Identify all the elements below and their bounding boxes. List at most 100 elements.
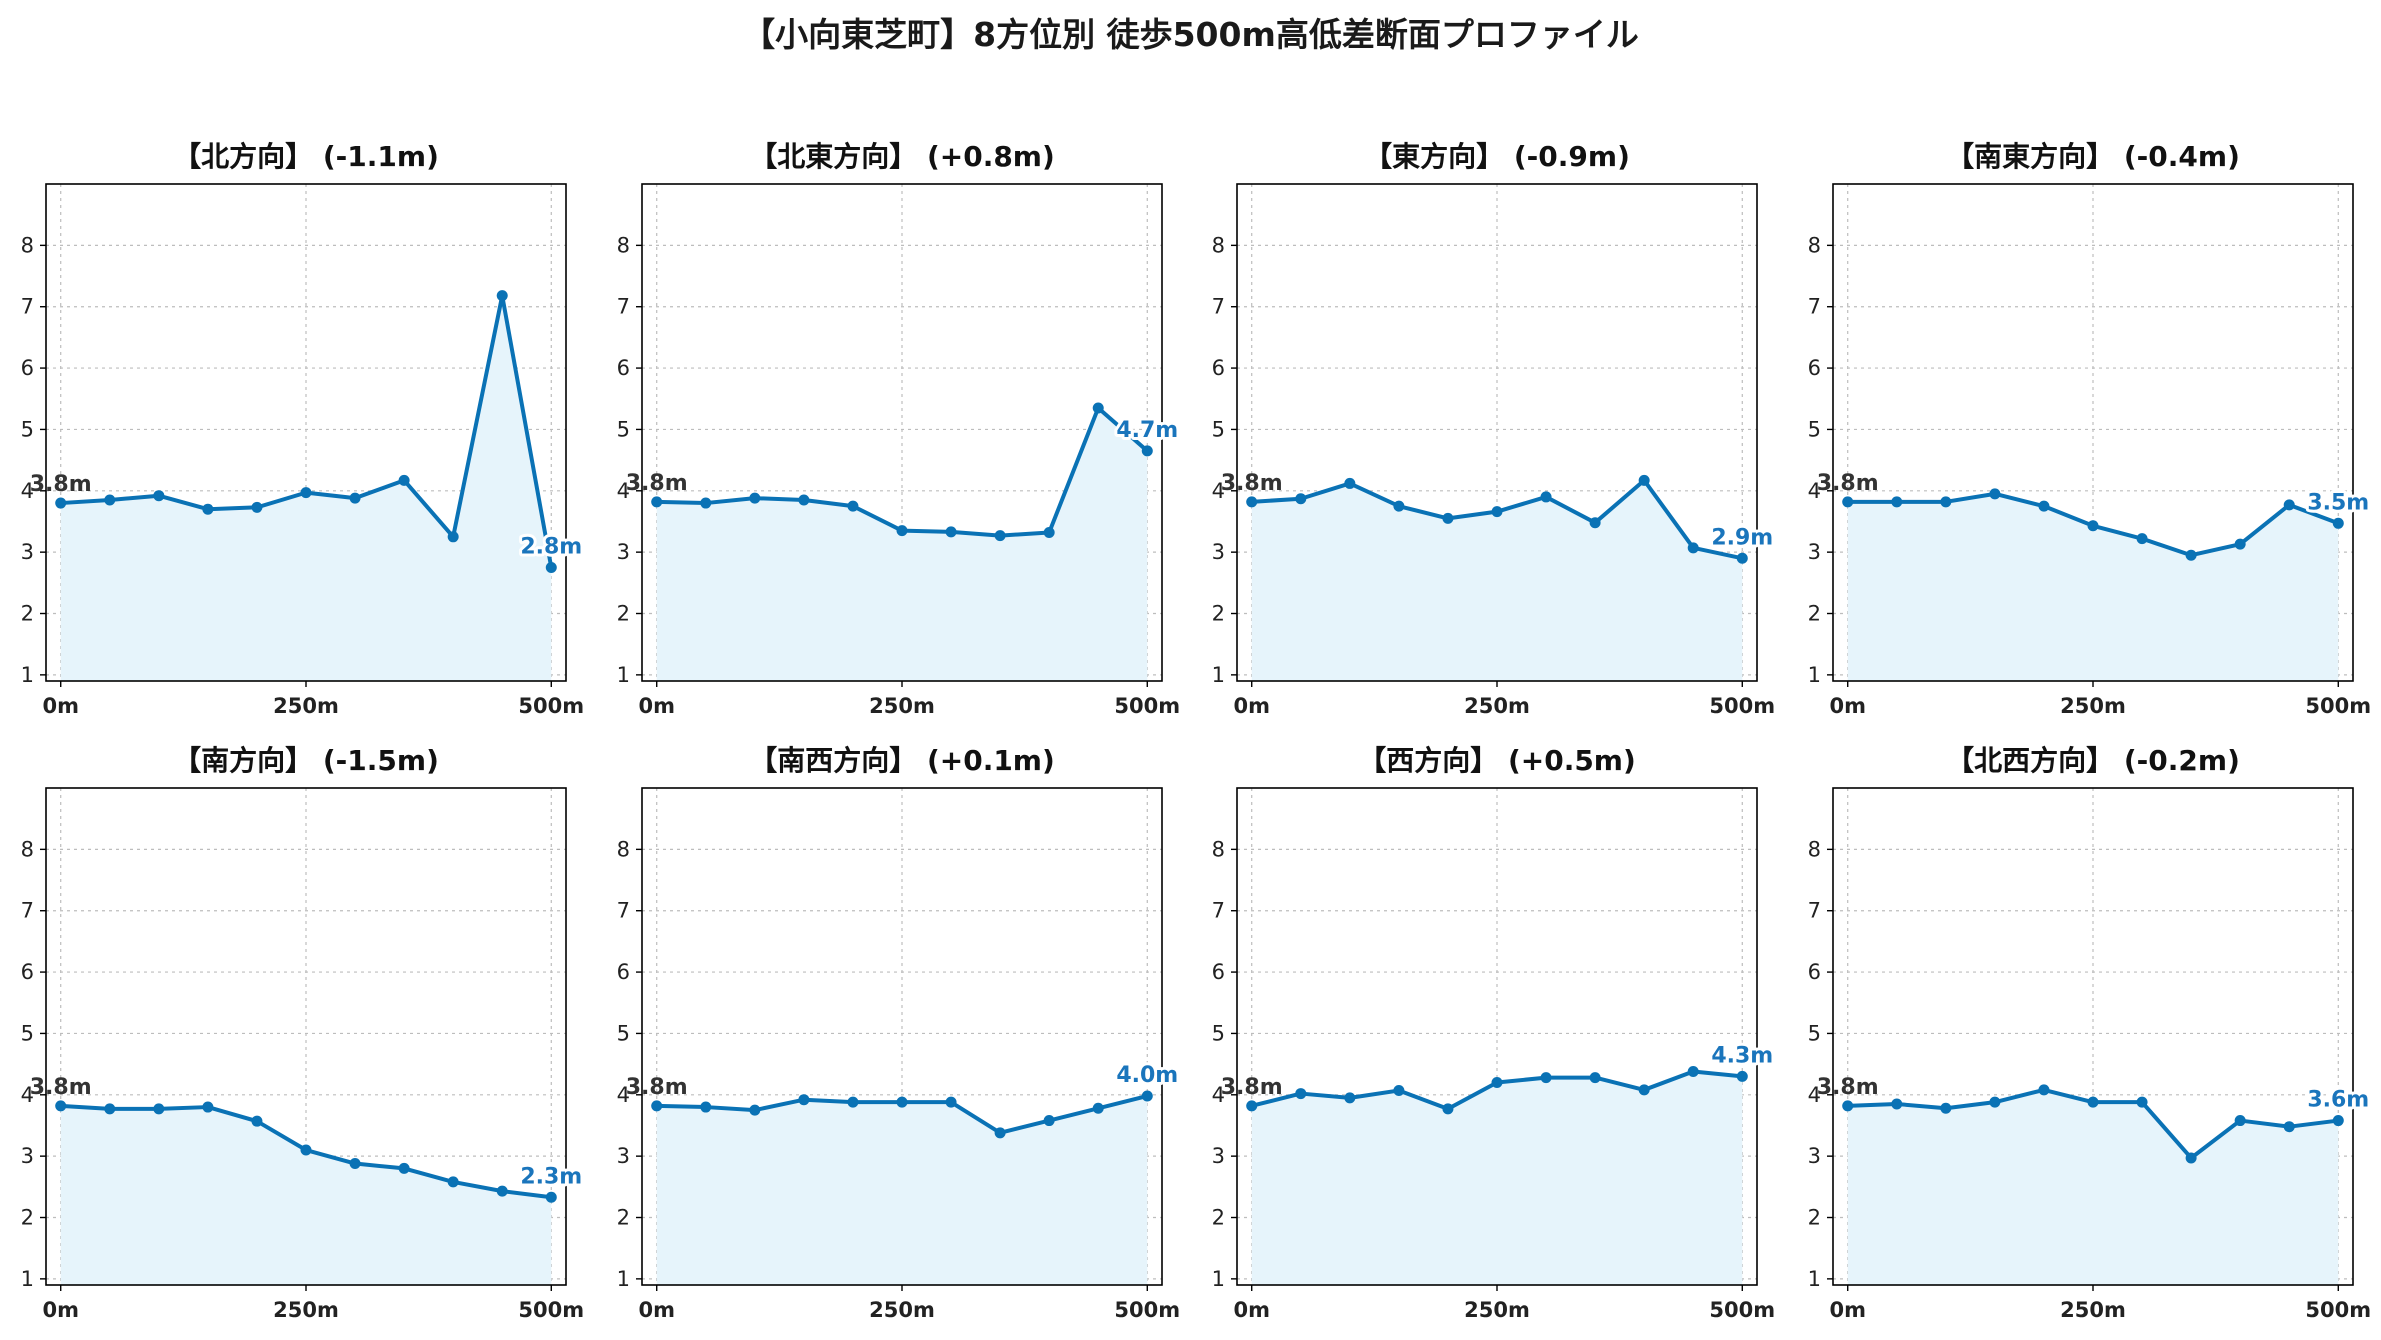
data-point	[2087, 1096, 2099, 1108]
y-tick-label: 5	[617, 1021, 630, 1045]
profile-panel: 【南西方向】 (+0.1m) 1 2 3 4 5 6 7 8 0m 250m 500m 3.8m 4.0m	[617, 744, 1182, 1322]
y-tick-label: 1	[21, 663, 34, 687]
data-point	[847, 1096, 859, 1108]
data-point	[1295, 493, 1307, 505]
data-point	[945, 526, 957, 538]
y-tick-label: 7	[1808, 295, 1821, 319]
panel-title: 【南東方向】 (-0.4m)	[1946, 140, 2240, 173]
y-tick-label: 7	[1212, 295, 1225, 319]
y-tick-label: 4	[1808, 1083, 1821, 1107]
y-tick-label: 8	[21, 837, 34, 861]
x-tick-label: 500m	[2305, 1298, 2371, 1322]
x-tick-label: 0m	[1233, 1298, 1270, 1322]
x-tick-label: 500m	[518, 694, 584, 718]
panel-title: 【西方向】 (+0.5m)	[1358, 744, 1636, 777]
y-tick-label: 4	[1212, 1083, 1225, 1107]
data-point	[1043, 527, 1055, 539]
data-point	[1491, 1077, 1503, 1089]
x-tick-label: 0m	[1829, 1298, 1866, 1322]
data-point	[1940, 1102, 1952, 1114]
data-point	[1393, 1084, 1405, 1096]
x-tick-label: 250m	[273, 694, 339, 718]
y-tick-label: 8	[1808, 837, 1821, 861]
data-point	[1491, 506, 1503, 518]
x-tick-label: 500m	[518, 1298, 584, 1322]
y-tick-label: 4	[21, 1083, 34, 1107]
y-tick-label: 2	[21, 1206, 34, 1230]
data-point	[1638, 1084, 1650, 1096]
data-point	[398, 474, 410, 486]
start-value-label: 3.8m	[30, 472, 92, 497]
data-point	[153, 490, 165, 502]
y-tick-label: 5	[1808, 1021, 1821, 1045]
data-point	[104, 1103, 116, 1115]
data-point	[651, 496, 663, 508]
y-tick-label: 1	[617, 663, 630, 687]
data-point	[1246, 496, 1258, 508]
y-tick-label: 8	[21, 233, 34, 257]
data-point	[1891, 496, 1903, 508]
data-point	[2332, 1115, 2344, 1127]
y-tick-label: 3	[617, 540, 630, 564]
end-value-label: 3.5m	[2307, 490, 2369, 515]
data-point	[1540, 1072, 1552, 1084]
panel-title: 【東方向】 (-0.9m)	[1364, 140, 1630, 173]
profile-panel: 【南東方向】 (-0.4m) 1 2 3 4 5 6 7 8 0m 250m 500m 3.8m 3.5m	[1808, 140, 2373, 718]
y-tick-label: 3	[617, 1144, 630, 1168]
data-point	[104, 494, 116, 506]
panel-title: 【北西方向】 (-0.2m)	[1946, 744, 2240, 777]
x-tick-label: 500m	[1709, 694, 1775, 718]
area-fill	[60, 1105, 552, 1285]
y-tick-label: 4	[1808, 479, 1821, 503]
y-tick-label: 4	[1212, 479, 1225, 503]
profile-panel: 【北方向】 (-1.1m) 1 2 3 4 5 6 7 8 0m 250m 500m 3.8m 2.8m	[21, 140, 586, 718]
y-tick-label: 3	[1212, 540, 1225, 564]
data-point	[496, 290, 508, 302]
area-fill	[1251, 1071, 1743, 1285]
data-point	[1344, 1092, 1356, 1104]
data-point	[1736, 552, 1748, 564]
y-tick-label: 4	[617, 1083, 630, 1107]
y-tick-label: 3	[1212, 1144, 1225, 1168]
start-value-label: 3.8m	[626, 471, 688, 496]
data-point	[1246, 1100, 1258, 1112]
data-point	[2332, 517, 2344, 529]
y-tick-label: 6	[1808, 356, 1821, 380]
y-tick-label: 6	[21, 356, 34, 380]
y-tick-label: 5	[21, 1021, 34, 1045]
data-point	[202, 503, 214, 515]
x-tick-label: 250m	[1464, 1298, 1530, 1322]
data-point	[1736, 1070, 1748, 1082]
y-tick-label: 7	[21, 295, 34, 319]
data-point	[1891, 1098, 1903, 1110]
end-value-label: 3.6m	[2307, 1088, 2369, 1113]
x-tick-label: 500m	[1709, 1298, 1775, 1322]
data-point	[202, 1101, 214, 1113]
data-point	[1442, 512, 1454, 524]
profile-panel: 【北西方向】 (-0.2m) 1 2 3 4 5 6 7 8 0m 250m 500m 3.8m 3.6m	[1808, 744, 2373, 1322]
y-tick-label: 2	[1808, 602, 1821, 626]
y-tick-label: 3	[21, 1144, 34, 1168]
data-point	[2283, 499, 2295, 511]
data-point	[798, 1094, 810, 1106]
data-point	[896, 525, 908, 537]
data-point	[700, 1101, 712, 1113]
data-point	[700, 497, 712, 509]
data-point	[349, 492, 361, 504]
x-tick-label: 250m	[869, 694, 935, 718]
x-tick-label: 0m	[1233, 694, 1270, 718]
data-point	[545, 561, 557, 573]
y-tick-label: 5	[21, 417, 34, 441]
y-tick-label: 6	[1212, 960, 1225, 984]
data-point	[1638, 474, 1650, 486]
y-tick-label: 2	[617, 602, 630, 626]
data-point	[945, 1096, 957, 1108]
data-point	[1295, 1088, 1307, 1100]
data-point	[896, 1096, 908, 1108]
data-point	[2234, 538, 2246, 550]
data-point	[496, 1185, 508, 1197]
end-value-label: 4.0m	[1116, 1063, 1178, 1088]
y-tick-label: 7	[617, 899, 630, 923]
data-point	[1141, 1090, 1153, 1102]
